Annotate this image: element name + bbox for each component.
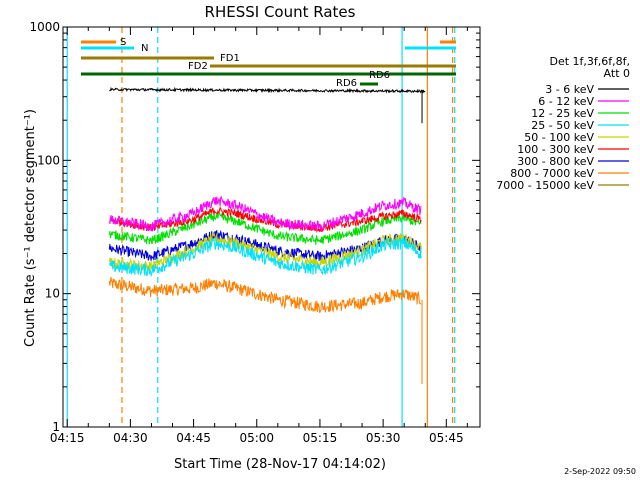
series-line-0 (109, 86, 426, 94)
axes: 1 10 100 1000 04:15 04:30 04:45 05:00 05:15 05:30… (29, 20, 481, 445)
legend-label-6: 300 - 800 keV (517, 155, 594, 168)
y-axis-label: Count Rate (s⁻¹ detector segment⁻¹) (23, 109, 38, 347)
state-label-0: S (120, 37, 126, 48)
x-tick-label-5: 05:30 (366, 431, 401, 445)
state-label-3: FD2 (188, 61, 208, 72)
series-layer (108, 86, 426, 385)
series-line-4 (108, 232, 422, 273)
y-tick-label-1: 10 (45, 287, 60, 301)
y-tick-label-0: 1 (52, 420, 60, 434)
legend-label-3: 25 - 50 keV (531, 119, 594, 132)
legend-label-0: 3 - 6 keV (545, 83, 594, 96)
legend-label-1: 6 - 12 keV (538, 95, 594, 108)
y-tick-label-2: 100 (37, 153, 60, 167)
timestamp: 2-Sep-2022 09:50 (564, 467, 636, 476)
legend-label-8: 7000 - 15000 keV (496, 179, 594, 192)
state-label-5: RD6 (369, 70, 390, 81)
series-line-3 (108, 236, 422, 278)
series-line-2 (108, 212, 422, 245)
state-label-2: FD1 (220, 53, 240, 64)
x-tick-label-1: 04:30 (113, 431, 148, 445)
state-label-1: N (141, 43, 148, 54)
legend-label-2: 12 - 25 keV (531, 107, 594, 120)
series-line-5 (108, 207, 422, 233)
x-tick-label-2: 04:45 (176, 431, 211, 445)
series-line-7 (108, 277, 422, 313)
legend-label-4: 50 - 100 keV (524, 131, 594, 144)
plot-area (66, 27, 456, 427)
instrument-state-bars: S N FD1 FD2 RD6 RD6 (81, 37, 456, 89)
x-axis-label: Start Time (28-Nov-17 04:14:02) (174, 457, 386, 472)
x-tick-label-0: 04:15 (50, 431, 85, 445)
legend-label-5: 100 - 300 keV (517, 143, 594, 156)
legend-header-line-2: Att 0 (604, 67, 630, 80)
chart-title: RHESSI Count Rates (205, 3, 356, 21)
plot-frame (62, 26, 481, 428)
y-tick-label-3: 1000 (29, 20, 60, 34)
series-line-1 (109, 195, 422, 233)
x-tick-label-4: 05:15 (303, 431, 338, 445)
legend-header-line-1: Det 1f,3f,6f,8f, (549, 55, 630, 68)
x-tick-label-6: 05:45 (429, 431, 464, 445)
state-label-4: RD6 (336, 78, 357, 89)
legend-label-7: 800 - 7000 keV (510, 167, 594, 180)
x-tick-label-3: 05:00 (239, 431, 274, 445)
